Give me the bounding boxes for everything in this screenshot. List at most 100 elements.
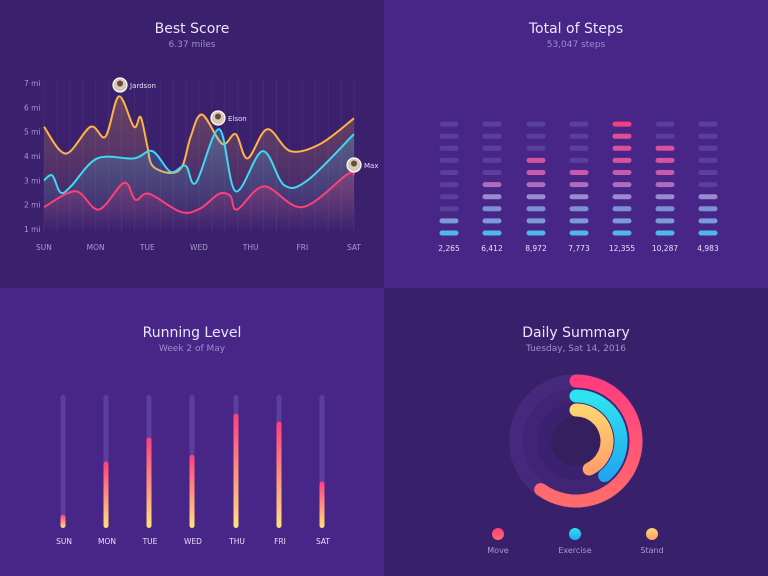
series-area xyxy=(44,172,354,232)
step-segment-lit xyxy=(569,230,589,236)
step-segment-lit xyxy=(612,194,632,200)
bar-thu xyxy=(233,413,239,528)
chart-title: Total of Steps xyxy=(528,21,624,37)
step-value-label: 2,265 xyxy=(438,244,460,253)
step-segment-lit xyxy=(569,170,589,175)
step-value-label: 8,972 xyxy=(525,244,547,253)
bar-sat xyxy=(319,481,325,528)
ring-move xyxy=(534,374,643,508)
step-segment xyxy=(439,121,459,127)
chart-subtitle: 6.37 miles xyxy=(168,40,216,50)
step-segment xyxy=(482,133,502,139)
avatar-face xyxy=(351,160,357,167)
legend-label: Exercise xyxy=(558,546,591,555)
day-label: SUN xyxy=(56,537,72,546)
step-segment-lit xyxy=(569,194,589,200)
step-value-label: 7,773 xyxy=(568,244,590,253)
legend-label: Move xyxy=(487,546,509,555)
step-segment-lit xyxy=(482,230,502,236)
ring-exercise xyxy=(569,389,628,483)
step-value-label: 4,983 xyxy=(697,244,719,253)
chart-title: Best Score xyxy=(154,21,230,37)
total-steps-panel: Total of Steps 53,047 steps 2,265 6,412 8,… xyxy=(384,0,768,288)
step-value-label: 6,412 xyxy=(481,244,503,253)
avatar-face xyxy=(117,80,123,87)
step-segment-lit xyxy=(482,218,502,224)
bar-tue xyxy=(146,437,152,528)
step-segment xyxy=(655,133,675,139)
y-tick-label: 6 mi xyxy=(24,103,41,112)
step-segment xyxy=(698,121,718,127)
step-segment xyxy=(439,182,459,188)
step-segment-lit xyxy=(698,206,718,212)
step-segment xyxy=(698,170,718,175)
bar-track xyxy=(60,395,66,528)
y-tick-label: 3 mi xyxy=(24,176,41,185)
legend-dot-move xyxy=(492,528,504,540)
step-segment xyxy=(526,133,546,139)
step-segment-lit xyxy=(569,182,589,188)
step-segment-lit xyxy=(569,218,589,224)
running-level-chart: SUN MON TUE WED THU FRI SAT xyxy=(56,395,330,546)
step-segment xyxy=(482,145,502,151)
day-label: THU xyxy=(228,537,245,546)
step-segment-lit xyxy=(655,145,675,151)
step-segment xyxy=(439,206,459,212)
annotation-max: Max xyxy=(346,157,378,173)
step-segment-lit xyxy=(612,157,632,163)
y-tick-label: 4 mi xyxy=(24,152,41,161)
x-tick-label: SAT xyxy=(347,243,361,252)
step-segment-lit xyxy=(612,206,632,212)
step-segment-lit xyxy=(526,218,546,224)
steps-chart: 2,265 6,412 8,972 7,773 12,355 10,287 4,983 xyxy=(438,121,719,253)
step-segment xyxy=(569,133,589,139)
running-level-panel: Running Level Week 2 of May SUN MON TUE WED… xyxy=(0,288,384,576)
step-segment xyxy=(439,170,459,175)
step-segment xyxy=(439,133,459,139)
step-segment-lit xyxy=(526,157,546,163)
step-segment-lit xyxy=(655,170,675,175)
legend-dot-exercise xyxy=(569,528,581,540)
step-segment-lit xyxy=(612,121,632,127)
step-segment-lit xyxy=(482,206,502,212)
avatar-face xyxy=(215,113,221,120)
step-segment-lit xyxy=(655,157,675,163)
step-segment-lit xyxy=(569,206,589,212)
step-segment-lit xyxy=(482,182,502,188)
best-score-chart: 1 mi 2 mi 3 mi 4 mi 5 mi 6 mi 7 mi SUN MON TUE WED… xyxy=(24,77,378,252)
step-segment xyxy=(526,121,546,127)
y-tick-label: 5 mi xyxy=(24,128,41,137)
step-segment xyxy=(482,157,502,163)
legend-label: Stand xyxy=(640,546,663,555)
step-segment-lit xyxy=(655,206,675,212)
y-tick-label: 1 mi xyxy=(24,225,41,234)
step-segment-lit xyxy=(526,182,546,188)
bar-wed xyxy=(189,454,195,528)
step-segment-lit xyxy=(655,194,675,200)
step-segment-lit xyxy=(612,230,632,236)
step-segment-lit xyxy=(655,230,675,236)
bar-sun xyxy=(60,514,66,528)
x-tick-label: MON xyxy=(87,243,105,252)
ring-stand xyxy=(569,403,614,476)
x-tick-label: FRI xyxy=(296,243,308,252)
step-segment-lit xyxy=(655,218,675,224)
step-segment-lit xyxy=(526,170,546,175)
bar-fri xyxy=(276,421,282,528)
step-segment xyxy=(439,194,459,200)
best-score-panel: Best Score 6.37 miles 1 mi 2 mi 3 mi 4 mi 5 … xyxy=(0,0,384,288)
step-segment-lit xyxy=(612,182,632,188)
step-segment xyxy=(526,145,546,151)
daily-summary-panel: Daily Summary Tuesday, Sat 14, 2016 Move… xyxy=(384,288,768,576)
annotation-label: Max xyxy=(364,162,378,170)
step-value-label: 12,355 xyxy=(609,244,635,253)
step-segment-lit xyxy=(439,218,459,224)
annotation-jardson: Jardson xyxy=(112,77,156,93)
step-segment xyxy=(439,145,459,151)
step-segment-lit xyxy=(482,194,502,200)
chart-title: Daily Summary xyxy=(522,325,630,341)
step-segment xyxy=(698,133,718,139)
x-tick-label: THU xyxy=(242,243,259,252)
chart-subtitle: 53,047 steps xyxy=(546,40,606,50)
step-segment-lit xyxy=(526,194,546,200)
